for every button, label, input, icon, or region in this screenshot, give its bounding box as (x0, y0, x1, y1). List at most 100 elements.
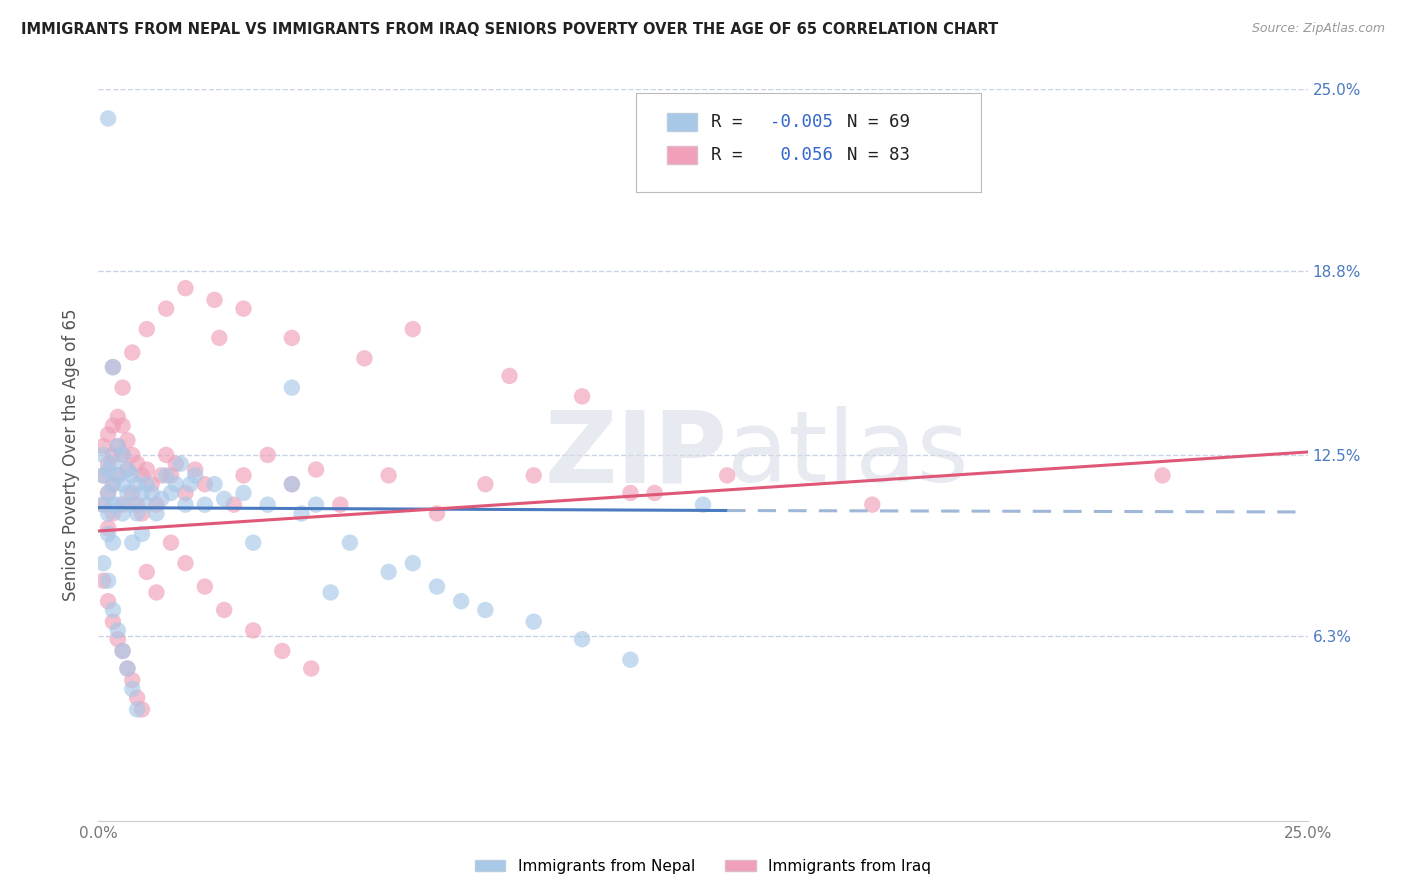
Point (256, 448, 278, 462)
Point (107, 409, 129, 424)
Point (339, 535, 361, 549)
Point (91, 498, 114, 512)
Point (91, 448, 114, 462)
Point (101, 477, 124, 491)
Point (117, 661, 139, 675)
Point (474, 603, 496, 617)
Point (117, 462, 139, 476)
Point (91, 468, 114, 483)
Point (107, 439, 129, 453)
Point (97, 594, 120, 608)
Point (160, 486, 183, 500)
Point (232, 301, 254, 316)
Point (121, 345, 143, 359)
Point (160, 468, 183, 483)
Point (107, 498, 129, 512)
Text: R =: R = (711, 146, 754, 164)
Point (91, 574, 114, 588)
Legend: Immigrants from Nepal, Immigrants from Iraq: Immigrants from Nepal, Immigrants from I… (468, 853, 938, 880)
Point (145, 498, 167, 512)
Point (194, 498, 217, 512)
Point (97, 462, 120, 476)
Point (101, 535, 124, 549)
Point (97, 427, 120, 442)
Point (644, 486, 666, 500)
Point (91, 498, 114, 512)
Point (165, 457, 187, 471)
Point (101, 360, 124, 375)
Point (127, 498, 149, 512)
Point (111, 644, 134, 658)
Point (165, 477, 187, 491)
Point (860, 498, 883, 512)
Point (194, 580, 217, 594)
Text: -0.005: -0.005 (769, 113, 832, 131)
Point (97, 486, 120, 500)
Point (305, 462, 328, 476)
Point (111, 381, 134, 395)
Text: R =: R = (711, 113, 754, 131)
Point (107, 468, 129, 483)
Point (121, 468, 143, 483)
Point (329, 498, 352, 512)
Point (135, 498, 157, 512)
Point (145, 507, 167, 521)
Point (174, 281, 197, 295)
Point (222, 498, 245, 512)
Point (107, 632, 129, 647)
Point (169, 457, 191, 471)
Point (131, 468, 153, 483)
Point (91, 439, 114, 453)
Point (281, 381, 304, 395)
Point (212, 603, 235, 617)
Point (121, 498, 143, 512)
Point (426, 580, 449, 594)
Point (281, 477, 304, 491)
Text: N = 69: N = 69 (827, 113, 910, 131)
Point (305, 498, 328, 512)
Point (117, 486, 139, 500)
Point (135, 322, 157, 336)
Point (131, 702, 153, 716)
Point (111, 477, 134, 491)
Point (117, 661, 139, 675)
Point (184, 468, 207, 483)
Point (271, 644, 294, 658)
Point (141, 477, 163, 491)
Point (111, 644, 134, 658)
Point (131, 486, 153, 500)
Point (101, 507, 124, 521)
Point (101, 360, 124, 375)
Point (150, 491, 173, 506)
Point (498, 368, 520, 383)
Point (97, 574, 120, 588)
Point (377, 468, 399, 483)
Point (121, 448, 143, 462)
Point (107, 468, 129, 483)
Point (145, 585, 167, 599)
Point (97, 527, 120, 541)
Point (179, 477, 201, 491)
Point (571, 389, 593, 403)
Point (184, 462, 207, 476)
Point (208, 331, 231, 345)
Point (135, 565, 157, 579)
Point (121, 486, 143, 500)
Point (121, 535, 143, 549)
Point (135, 462, 157, 476)
Point (127, 457, 149, 471)
Point (97, 112, 120, 126)
Point (107, 624, 129, 638)
Point (101, 477, 124, 491)
Point (571, 632, 593, 647)
Point (121, 673, 143, 688)
Point (117, 462, 139, 476)
Text: IMMIGRANTS FROM NEPAL VS IMMIGRANTS FROM IRAQ SENIORS POVERTY OVER THE AGE OF 65: IMMIGRANTS FROM NEPAL VS IMMIGRANTS FROM… (21, 22, 998, 37)
Point (402, 322, 425, 336)
Point (256, 498, 278, 512)
Point (281, 331, 304, 345)
Point (353, 351, 375, 366)
Point (117, 434, 139, 448)
Point (160, 535, 183, 549)
Point (131, 507, 153, 521)
